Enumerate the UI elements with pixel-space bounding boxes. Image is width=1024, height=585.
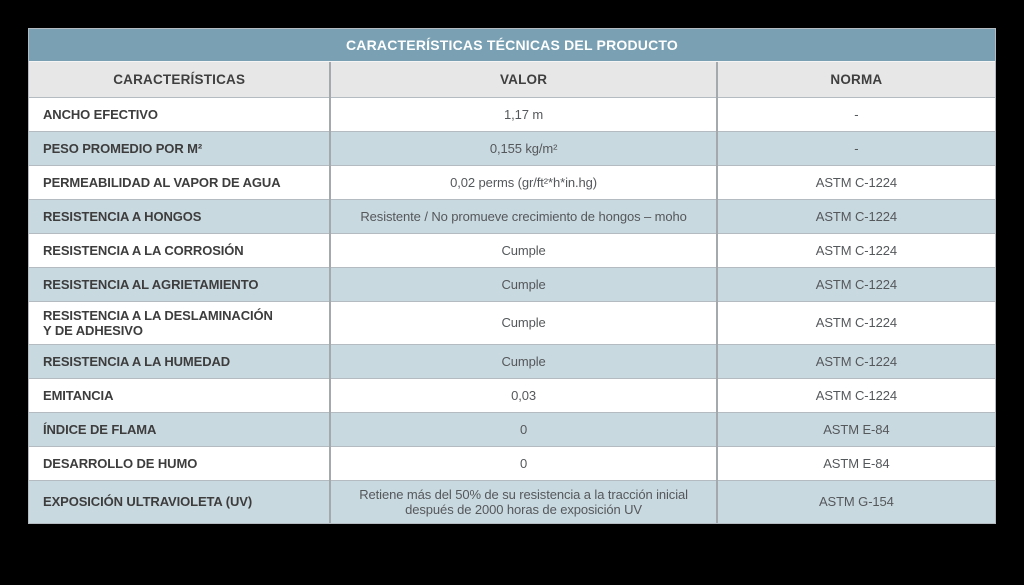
cell-valor: 0 — [329, 411, 717, 446]
cell-valor: Resistente / No promueve crecimiento de … — [329, 198, 717, 233]
cell-caracteristica: PERMEABILIDAD AL VAPOR DE AGUA — [29, 164, 331, 199]
cell-caracteristica: RESISTENCIA A LA CORROSIÓN — [29, 232, 331, 267]
table-row: PESO PROMEDIO POR M² 0,155 kg/m² - — [29, 130, 995, 165]
column-header-valor: VALOR — [329, 62, 717, 98]
table-header: CARACTERÍSTICAS VALOR NORMA — [29, 62, 995, 98]
cell-valor: 0,03 — [329, 377, 717, 412]
table-row: PERMEABILIDAD AL VAPOR DE AGUA 0,02 perms… — [29, 164, 995, 199]
cell-norma: ASTM G-154 — [715, 479, 995, 523]
cell-norma: ASTM C-1224 — [715, 343, 995, 378]
column-header-caracteristicas: CARACTERÍSTICAS — [29, 62, 331, 98]
cell-norma: ASTM C-1224 — [715, 377, 995, 412]
cell-norma: ASTM C-1224 — [715, 266, 995, 301]
table-row: EXPOSICIÓN ULTRAVIOLETA (UV) Retiene más … — [29, 479, 995, 523]
table-row: ANCHO EFECTIVO 1,17 m- — [29, 96, 995, 131]
cell-caracteristica: DESARROLLO DE HUMO — [29, 445, 331, 480]
cell-valor: Cumple — [329, 232, 717, 267]
cell-norma: ASTM C-1224 — [715, 164, 995, 199]
table-row: RESISTENCIA AL AGRIETAMIENTO Cumple ASTM C… — [29, 266, 995, 301]
cell-valor: Retiene más del 50% de su resistencia a … — [329, 479, 717, 523]
cell-norma: ASTM C-1224 — [715, 300, 995, 344]
table-row: RESISTENCIA A HONGOS Resistente / No prom… — [29, 198, 995, 233]
cell-norma: - — [715, 130, 995, 165]
cell-norma: ASTM C-1224 — [715, 198, 995, 233]
cell-caracteristica: RESISTENCIA A LA DESLAMINACIÓN Y DE ADHE… — [29, 300, 331, 344]
cell-caracteristica: RESISTENCIA A HONGOS — [29, 198, 331, 233]
cell-caracteristica: EXPOSICIÓN ULTRAVIOLETA (UV) — [29, 479, 331, 523]
cell-caracteristica: RESISTENCIA AL AGRIETAMIENTO — [29, 266, 331, 301]
table-row: ÍNDICE DE FLAMA 0 ASTM E-84 — [29, 411, 995, 446]
cell-norma: ASTM E-84 — [715, 445, 995, 480]
cell-valor: 0 — [329, 445, 717, 480]
cell-norma: - — [715, 96, 995, 131]
column-header-norma: NORMA — [715, 62, 995, 98]
cell-valor: Cumple — [329, 266, 717, 301]
cell-caracteristica: ÍNDICE DE FLAMA — [29, 411, 331, 446]
cell-caracteristica: ANCHO EFECTIVO — [29, 96, 331, 131]
spec-table-container: CARACTERÍSTICAS TÉCNICAS DEL PRODUCTO CA… — [28, 28, 996, 524]
spec-table: CARACTERÍSTICAS VALOR NORMA ANCHO EFECTI… — [29, 62, 995, 523]
table-row: RESISTENCIA A LA CORROSIÓN Cumple ASTM C-1… — [29, 232, 995, 267]
cell-caracteristica: RESISTENCIA A LA HUMEDAD — [29, 343, 331, 378]
cell-valor: 0,02 perms (gr/ft²*h*in.hg) — [329, 164, 717, 199]
cell-valor: Cumple — [329, 300, 717, 344]
cell-valor: 0,155 kg/m² — [329, 130, 717, 165]
table-row: DESARROLLO DE HUMO 0 ASTM E-84 — [29, 445, 995, 480]
cell-valor: Cumple — [329, 343, 717, 378]
cell-norma: ASTM E-84 — [715, 411, 995, 446]
table-title: CARACTERÍSTICAS TÉCNICAS DEL PRODUCTO — [29, 29, 995, 62]
cell-caracteristica: PESO PROMEDIO POR M² — [29, 130, 331, 165]
table-row: RESISTENCIA A LA HUMEDAD Cumple ASTM C-122… — [29, 343, 995, 378]
cell-valor: 1,17 m — [329, 96, 717, 131]
header-row: CARACTERÍSTICAS VALOR NORMA — [29, 62, 995, 98]
cell-norma: ASTM C-1224 — [715, 232, 995, 267]
table-body: ANCHO EFECTIVO 1,17 m - PESO PROMEDIO POR M… — [29, 96, 995, 523]
table-row: EMITANCIA 0,03 ASTM C-1224 — [29, 377, 995, 412]
cell-caracteristica: EMITANCIA — [29, 377, 331, 412]
table-row: RESISTENCIA A LA DESLAMINACIÓN Y DE ADHE… — [29, 300, 995, 344]
